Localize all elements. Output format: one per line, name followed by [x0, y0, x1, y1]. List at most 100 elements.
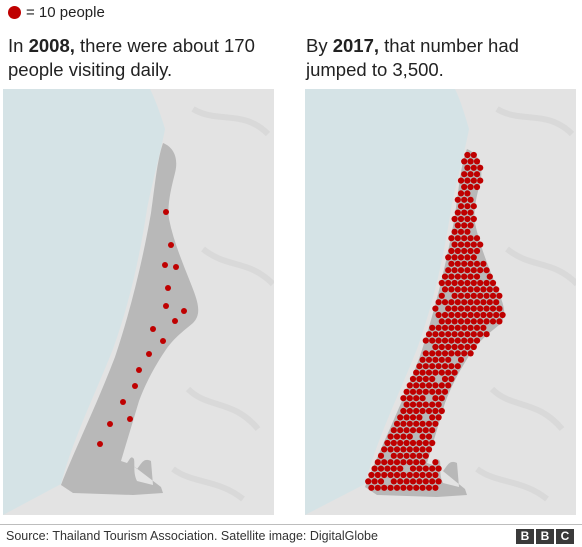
- legend-label: = 10 people: [26, 3, 105, 21]
- visitor-dot: [448, 324, 455, 331]
- visitor-dot: [461, 222, 468, 229]
- visitor-dot: [419, 471, 426, 479]
- visitor-dot: [473, 286, 481, 293]
- visitor-dot: [454, 209, 461, 216]
- visitor-dot: [416, 388, 423, 395]
- visitor-dot: [473, 247, 481, 255]
- visitor-dot: [397, 439, 404, 447]
- visitor-dot: [461, 171, 468, 178]
- visitor-dot: [454, 247, 461, 255]
- visitor-dot: [432, 420, 439, 427]
- visitor-dot: [425, 446, 433, 453]
- visitor-dot: [461, 324, 468, 331]
- visitor-dot: [438, 369, 445, 376]
- visitor-dot: [464, 331, 471, 338]
- visitor-dot: [483, 331, 490, 338]
- visitor-dot: [422, 337, 429, 344]
- visitor-dot: [461, 209, 468, 216]
- visitor-dot: [489, 279, 497, 287]
- terrain-texture: [475, 106, 576, 502]
- visitor-dot: [457, 190, 465, 197]
- visitor-dot: [390, 427, 397, 434]
- visitor-dot: [464, 164, 471, 171]
- visitor-dot: [445, 369, 452, 376]
- visitor-dot: [97, 441, 103, 447]
- visitor-dot: [445, 382, 452, 389]
- sea-area: [3, 89, 165, 515]
- caption-2017-year: 2017,: [332, 35, 380, 56]
- visitor-dot: [467, 260, 474, 267]
- visitor-dot: [489, 318, 497, 325]
- visitor-dot: [457, 279, 465, 287]
- visitor-dot: [413, 484, 420, 491]
- visitor-dot: [432, 331, 439, 338]
- visitor-dot: [438, 292, 445, 299]
- visitor-dot: [419, 420, 426, 427]
- visitor-dot: [464, 203, 471, 210]
- visitor-dot: [435, 311, 442, 319]
- visitor-dot: [451, 369, 458, 376]
- visitor-dot: [473, 260, 481, 267]
- visitor-dot: [390, 465, 397, 472]
- visitor-dot: [377, 452, 385, 459]
- visitor-dot: [473, 337, 481, 344]
- visitor-dot: [448, 311, 455, 319]
- visitor-dot: [470, 267, 477, 274]
- visitor-dot: [461, 337, 468, 344]
- visitor-dot: [403, 439, 410, 447]
- visitor-dot: [457, 267, 465, 274]
- visitor-dot: [464, 279, 471, 287]
- visitor-dot: [461, 299, 468, 306]
- terrain-texture: [171, 106, 274, 502]
- visitor-dot: [416, 427, 423, 434]
- visitor-dot: [464, 177, 471, 184]
- visitor-dot: [403, 452, 410, 459]
- visitor-dot: [409, 452, 417, 459]
- visitor-dot: [120, 399, 126, 405]
- visitor-dot: [454, 196, 461, 203]
- visitor-dot: [457, 292, 465, 299]
- visitor-dot: [470, 318, 477, 325]
- visitor-dot: [173, 264, 179, 270]
- visitor-dot: [419, 395, 426, 402]
- visitor-dot: [406, 471, 413, 479]
- visitor-dot: [393, 459, 401, 466]
- visitor-dot: [467, 311, 474, 319]
- visitor-dot: [451, 318, 458, 325]
- visitor-dot: [448, 247, 455, 255]
- visitor-dot: [150, 326, 156, 332]
- visitor-dot: [397, 427, 404, 434]
- visitor-dot: [470, 203, 477, 210]
- visitor-dot: [470, 331, 477, 338]
- visitor-dot: [371, 465, 378, 472]
- visitor-dot: [467, 247, 474, 255]
- visitor-dot: [445, 267, 452, 274]
- visitor-dot: [451, 331, 458, 338]
- visitor-dot: [448, 337, 455, 344]
- visitor-dot: [435, 350, 442, 357]
- visitor-dot: [451, 228, 458, 235]
- visitor-dot: [136, 367, 142, 373]
- visitor-dot: [429, 388, 436, 395]
- visitor-dot: [393, 420, 401, 427]
- visitor-dot: [381, 471, 388, 479]
- visitor-dot: [400, 433, 407, 440]
- visitor-dot: [448, 350, 455, 357]
- source-credit: Source: Thailand Tourism Association. Sa…: [6, 529, 378, 543]
- visitor-dot: [429, 375, 436, 383]
- visitor-dot: [483, 267, 490, 274]
- visitor-dot: [477, 177, 484, 184]
- caption-2008: In 2008, there were about 170 people vis…: [8, 34, 280, 82]
- visitor-dot: [429, 401, 436, 408]
- visitor-dot: [432, 395, 439, 402]
- visitor-dot: [432, 305, 439, 312]
- visitor-dot: [403, 478, 410, 485]
- visitor-dot: [461, 286, 468, 293]
- visitor-dot: [435, 324, 442, 331]
- visitor-dot: [451, 267, 458, 274]
- visitor-dot: [493, 286, 500, 293]
- visitor-dot: [422, 388, 429, 395]
- visitor-dot: [416, 363, 423, 370]
- visitor-dot: [400, 407, 407, 415]
- visitor-dot: [400, 420, 407, 427]
